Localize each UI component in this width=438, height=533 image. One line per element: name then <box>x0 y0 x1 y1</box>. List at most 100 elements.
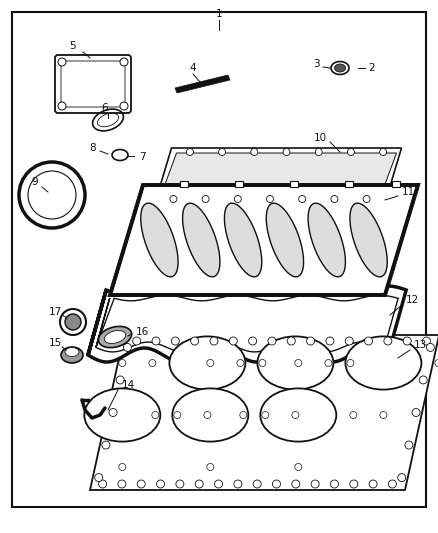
Ellipse shape <box>61 347 83 363</box>
Polygon shape <box>224 203 262 277</box>
Ellipse shape <box>258 336 333 390</box>
Circle shape <box>149 359 156 367</box>
Circle shape <box>369 480 377 488</box>
Circle shape <box>58 58 66 66</box>
Circle shape <box>350 480 358 488</box>
Circle shape <box>295 359 302 367</box>
Text: 7: 7 <box>139 152 145 162</box>
Ellipse shape <box>99 326 132 348</box>
Circle shape <box>350 411 357 418</box>
Circle shape <box>347 359 354 367</box>
Circle shape <box>99 480 106 488</box>
Circle shape <box>326 337 334 345</box>
Circle shape <box>292 480 300 488</box>
Ellipse shape <box>65 348 79 357</box>
Circle shape <box>230 337 237 345</box>
Text: 1: 1 <box>215 9 223 19</box>
Polygon shape <box>350 203 387 277</box>
Circle shape <box>156 480 165 488</box>
Circle shape <box>215 480 223 488</box>
Polygon shape <box>266 203 304 277</box>
Text: 15: 15 <box>48 338 62 348</box>
Circle shape <box>237 359 244 367</box>
Circle shape <box>398 474 406 482</box>
Text: 5: 5 <box>70 41 76 51</box>
Text: 2: 2 <box>369 63 375 73</box>
Ellipse shape <box>335 64 346 72</box>
Circle shape <box>171 337 179 345</box>
Circle shape <box>124 343 131 351</box>
Circle shape <box>195 480 203 488</box>
Circle shape <box>315 149 322 156</box>
Polygon shape <box>308 203 346 277</box>
Text: 12: 12 <box>406 295 419 305</box>
Polygon shape <box>175 75 230 93</box>
Text: 8: 8 <box>90 143 96 153</box>
Circle shape <box>403 337 411 345</box>
Circle shape <box>283 149 290 156</box>
Circle shape <box>426 343 434 351</box>
Circle shape <box>204 411 211 418</box>
Text: 3: 3 <box>313 59 319 69</box>
Circle shape <box>307 337 314 345</box>
Ellipse shape <box>260 389 336 442</box>
Circle shape <box>118 480 126 488</box>
Circle shape <box>253 480 261 488</box>
Circle shape <box>262 411 269 418</box>
Circle shape <box>95 474 103 482</box>
Circle shape <box>234 480 242 488</box>
Circle shape <box>102 441 110 449</box>
Circle shape <box>249 337 257 345</box>
Text: 9: 9 <box>32 177 38 187</box>
Circle shape <box>176 480 184 488</box>
Circle shape <box>119 359 126 367</box>
Polygon shape <box>88 286 406 362</box>
Text: 14: 14 <box>121 380 134 390</box>
Ellipse shape <box>170 336 245 390</box>
Circle shape <box>292 411 299 418</box>
Ellipse shape <box>104 330 126 343</box>
Circle shape <box>380 149 387 156</box>
Circle shape <box>234 196 241 203</box>
Text: 10: 10 <box>314 133 327 143</box>
Ellipse shape <box>172 389 248 442</box>
Circle shape <box>311 480 319 488</box>
Circle shape <box>345 337 353 345</box>
Circle shape <box>174 411 181 418</box>
Circle shape <box>259 359 266 367</box>
Circle shape <box>119 464 126 471</box>
Circle shape <box>268 337 276 345</box>
Ellipse shape <box>84 389 160 442</box>
Polygon shape <box>160 153 396 198</box>
Circle shape <box>419 376 427 384</box>
Circle shape <box>412 408 420 416</box>
Polygon shape <box>183 203 220 277</box>
Circle shape <box>116 376 124 384</box>
Circle shape <box>325 359 332 367</box>
Circle shape <box>364 337 373 345</box>
Circle shape <box>207 464 214 471</box>
Text: 13: 13 <box>413 340 427 350</box>
Circle shape <box>423 337 431 345</box>
Circle shape <box>152 337 160 345</box>
Circle shape <box>207 359 214 367</box>
Text: 4: 4 <box>190 63 196 73</box>
Circle shape <box>187 149 194 156</box>
Circle shape <box>210 337 218 345</box>
Circle shape <box>405 441 413 449</box>
Text: 16: 16 <box>135 327 148 337</box>
Bar <box>290 181 298 187</box>
Circle shape <box>266 196 273 203</box>
Circle shape <box>287 337 295 345</box>
Ellipse shape <box>346 336 421 390</box>
Circle shape <box>251 149 258 156</box>
Circle shape <box>380 411 387 418</box>
Polygon shape <box>110 185 418 295</box>
Bar <box>392 181 400 187</box>
Circle shape <box>191 337 199 345</box>
Circle shape <box>137 480 145 488</box>
Circle shape <box>219 149 226 156</box>
Circle shape <box>152 411 159 418</box>
Circle shape <box>331 196 338 203</box>
Circle shape <box>389 480 396 488</box>
